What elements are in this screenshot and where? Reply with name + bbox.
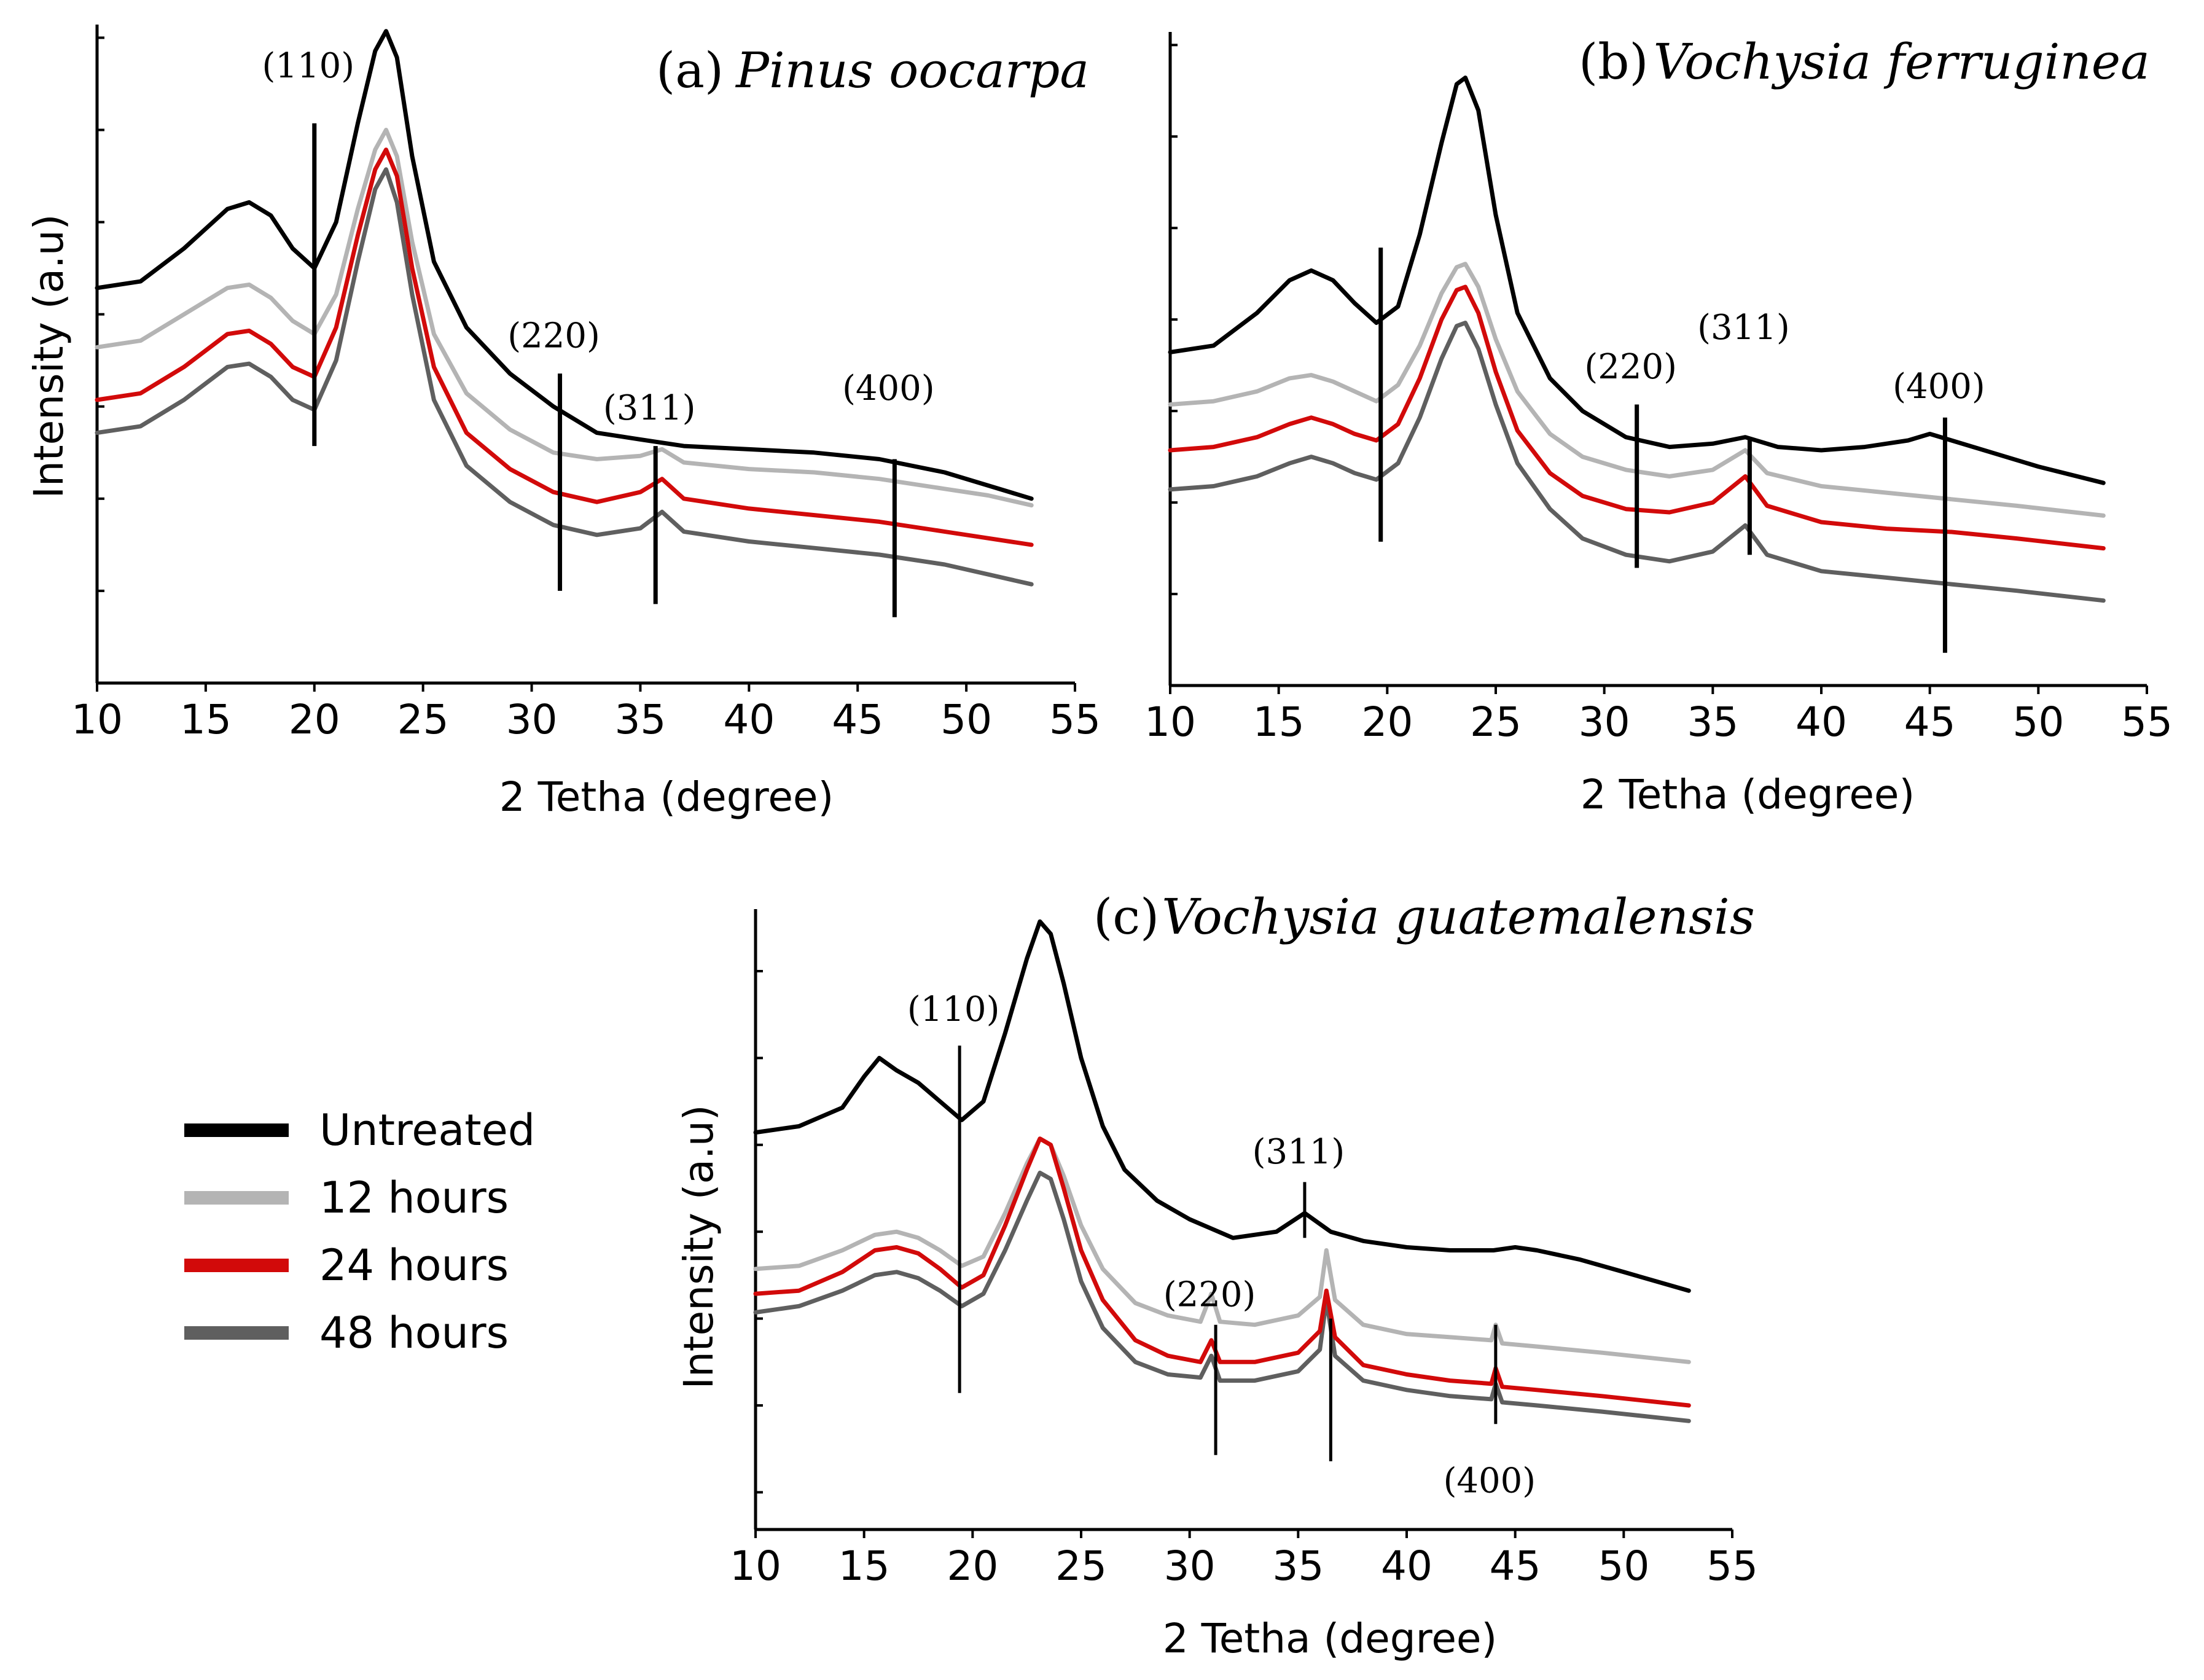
panel-b-xtick-label: 30	[1579, 698, 1630, 746]
panel-c-peak-label: (400)	[1444, 1461, 1536, 1501]
panel-c-xtick-label: 40	[1381, 1542, 1432, 1590]
panel-c-xtick-label: 45	[1490, 1542, 1541, 1590]
panel-a-peak-label: (110)	[262, 46, 354, 86]
panel-a-xtick-label: 20	[289, 696, 340, 743]
panel-a-xtick-label: 35	[614, 696, 666, 743]
legend-label-untreated: Untreated	[319, 1105, 535, 1155]
panel-a-series-h12	[95, 128, 1034, 508]
panel-c-peak-label: (311)	[1252, 1132, 1345, 1172]
panel-a-xtick-label: 40	[723, 696, 775, 743]
panel-b-series-h12	[1168, 262, 2106, 518]
panel-c-title-species: Vochysia guatemalensis	[1162, 888, 1755, 945]
panel-b-series-h24	[1168, 284, 2106, 551]
panel-a-xlabel: 2 Tetha (degree)	[499, 773, 834, 821]
panel-a-xtick-label: 55	[1049, 696, 1101, 743]
panel-c-series-h12	[753, 1136, 1691, 1364]
panel-c-xtick-label: 35	[1272, 1542, 1324, 1590]
panel-b-xtick-label: 20	[1361, 698, 1413, 746]
panel-b-xtick-label: 40	[1796, 698, 1847, 746]
panel-c-ylabel: Intensity (a.u)	[675, 1105, 722, 1389]
panel-c-xtick-label: 30	[1164, 1542, 1216, 1590]
panel-a-peak-label: (311)	[603, 388, 696, 428]
panel-b-xtick-label: 45	[1904, 698, 1956, 746]
panel-b-series-h48	[1168, 321, 2106, 603]
panel-a-title-prefix: (a)	[656, 42, 724, 99]
panel-a-xtick-label: 15	[180, 696, 232, 743]
panel-a: (a) Pinus oocarpa 10 15 20 25 30 35 40 45 50 55 (1…	[25, 25, 1101, 821]
panel-a-title-species: Pinus oocarpa	[735, 42, 1089, 99]
panel-c-xtick-label: 15	[838, 1542, 890, 1590]
panel-b-xtick-label: 25	[1470, 698, 1522, 746]
panel-b-series	[1168, 76, 2106, 603]
panel-c-series-untreated	[753, 919, 1691, 1293]
panel-b-xtick-label: 15	[1253, 698, 1305, 746]
panel-b-title: (b) Vochysia ferruginea	[1579, 33, 2150, 90]
panel-c-title: (c)Vochysia guatemalensis	[1093, 888, 1755, 945]
panel-b-xtick-label: 55	[2121, 698, 2173, 746]
panel-a-xtick-label: 30	[506, 696, 558, 743]
panel-c-series	[753, 919, 1691, 1423]
panel-b-peak-label: (311)	[1697, 308, 1790, 348]
panel-a-ticks: 10 15 20 25 30 35 40 45 50 55	[71, 36, 1101, 743]
legend-label-h24: 24 hours	[319, 1240, 509, 1291]
panel-a-series-h24	[95, 147, 1034, 547]
panel-b-xtick-label: 35	[1687, 698, 1738, 746]
panel-a-peak-label: (220)	[507, 316, 600, 356]
panel-c-xtick-label: 50	[1598, 1542, 1649, 1590]
panel-c-peak-label: (220)	[1163, 1275, 1256, 1315]
panel-c-peaks: (110) (220) (311) (400)	[907, 990, 1536, 1501]
panel-b-title-species: Vochysia ferruginea	[1654, 33, 2150, 90]
panel-c-xtick-label: 25	[1055, 1542, 1107, 1590]
panel-b-xlabel: 2 Tetha (degree)	[1581, 771, 1915, 818]
legend-label-h48: 48 hours	[319, 1308, 509, 1358]
panel-b-peaks: (220) (311) (400)	[1378, 248, 1985, 653]
panel-a-peaks: (110) (220)(311) (400)	[262, 46, 935, 617]
panel-c-xtick-label: 55	[1706, 1542, 1758, 1590]
panel-c-peak-label: (110)	[907, 990, 1000, 1029]
panel-a-xtick-label: 45	[832, 696, 883, 743]
panel-a-ylabel: Intensity (a.u)	[25, 214, 72, 499]
panel-c-xtick-label: 10	[730, 1542, 781, 1590]
panel-b-peak-label: (220)	[1584, 347, 1677, 387]
panel-c: (c)Vochysia guatemalensis 10 15 20 25 30 35 40…	[675, 888, 1758, 1662]
panel-a-series-h48	[95, 167, 1034, 587]
panel-c-series-h24	[753, 1136, 1691, 1408]
panel-c-series-h48	[753, 1170, 1691, 1423]
panel-c-title-prefix: (c)	[1093, 888, 1159, 945]
panel-b-series-untreated	[1168, 76, 2106, 485]
legend-label-h12: 12 hours	[319, 1173, 509, 1223]
panel-c-xtick-label: 20	[947, 1542, 998, 1590]
panel-a-xtick-label: 50	[940, 696, 992, 743]
panel-a-series	[95, 29, 1034, 587]
panel-b-ticks: 10 15 20 25 30 35 40 45 50 55	[1144, 44, 2173, 746]
panel-b-title-prefix: (b)	[1579, 33, 1649, 90]
panel-a-xtick-label: 10	[71, 696, 123, 743]
panel-a-series-untreated	[95, 29, 1034, 501]
panel-a-xtick-label: 25	[397, 696, 449, 743]
panel-a-title: (a) Pinus oocarpa	[656, 42, 1089, 99]
panel-b-xtick-label: 10	[1144, 698, 1196, 746]
panel-a-peak-label: (400)	[842, 369, 935, 408]
panel-b: (b) Vochysia ferruginea 10 15 20 25 30 35 40 45 5…	[1144, 32, 2173, 818]
panel-c-ticks: 10 15 20 25 30 35 40 45 50 55	[730, 970, 1758, 1590]
panel-b-xtick-label: 50	[2012, 698, 2064, 746]
panel-c-xlabel: 2 Tetha (degree)	[1163, 1615, 1498, 1662]
panel-b-peak-label: (400)	[1893, 367, 1985, 407]
legend: Untreated 12 hours 24 hours 48 hours	[184, 1105, 535, 1358]
